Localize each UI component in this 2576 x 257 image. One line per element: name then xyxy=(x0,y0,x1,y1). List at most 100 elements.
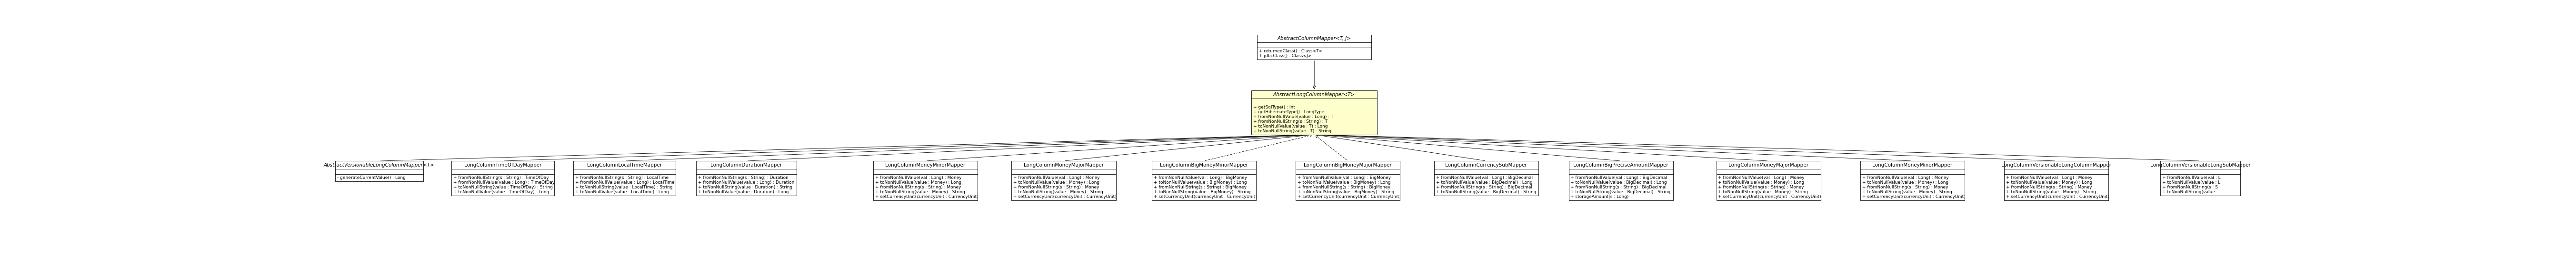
Text: + toNonNullString(value : Money) : String: + toNonNullString(value : Money) : Strin… xyxy=(2007,190,2097,194)
Text: + getSqlType() : int: + getSqlType() : int xyxy=(1255,105,1296,109)
Text: + fromNonNullString(s : String) : Money: + fromNonNullString(s : String) : Money xyxy=(876,185,961,189)
FancyBboxPatch shape xyxy=(1435,161,1538,195)
Text: + fromNonNullString(s : String) : TimeOfDay: + fromNonNullString(s : String) : TimeOf… xyxy=(453,176,549,180)
FancyBboxPatch shape xyxy=(1860,161,1965,200)
Text: LongColumnBigMoneyMinorMapper: LongColumnBigMoneyMinorMapper xyxy=(1159,163,1247,167)
Text: + fromNonNullValue(val : Long) : BigMoney: + fromNonNullValue(val : Long) : BigMone… xyxy=(1298,176,1391,180)
Text: + toNonNullValue(value : L: + toNonNullValue(value : L xyxy=(2161,180,2221,185)
Text: + fromNonNullValue(val : Long) : BigMoney: + fromNonNullValue(val : Long) : BigMone… xyxy=(1154,176,1247,180)
Text: + setCurrencyUnit(currencyUnit : CurrencyUnit): + setCurrencyUnit(currencyUnit : Currenc… xyxy=(1012,195,1115,199)
Text: AbstractVersionableLongColumnMapper<T>: AbstractVersionableLongColumnMapper<T> xyxy=(325,163,435,167)
Text: + toNonNullValue(value : TimeOfDay) : Long: + toNonNullValue(value : TimeOfDay) : Lo… xyxy=(453,190,549,194)
FancyBboxPatch shape xyxy=(2161,161,2241,195)
Text: LongColumnMoneyMinorMapper: LongColumnMoneyMinorMapper xyxy=(886,163,966,167)
Text: + fromNonNullValue(value : Long) : T: + fromNonNullValue(value : Long) : T xyxy=(1255,115,1334,119)
Text: LongColumnDurationMapper: LongColumnDurationMapper xyxy=(711,163,783,167)
Text: + toNonNullValue(value : Money) : Long: + toNonNullValue(value : Money) : Long xyxy=(876,180,961,185)
Text: + fromNonNullString(s : String) : Duration: + fromNonNullString(s : String) : Durati… xyxy=(698,176,788,180)
Text: + toNonNullString(value : T) : String: + toNonNullString(value : T) : String xyxy=(1255,129,1332,133)
Text: + toNonNullString(value : Duration) : String: + toNonNullString(value : Duration) : St… xyxy=(698,185,793,189)
FancyBboxPatch shape xyxy=(1296,161,1401,200)
Text: + jdbcClass() : Class<J>: + jdbcClass() : Class<J> xyxy=(1260,54,1311,58)
Text: + fromNonNullString(s : String) : BigMoney: + fromNonNullString(s : String) : BigMon… xyxy=(1298,185,1391,189)
Text: LongColumnVersionableLongSubMapper: LongColumnVersionableLongSubMapper xyxy=(2151,163,2251,167)
Text: + toNonNullValue(value : T) : Long: + toNonNullValue(value : T) : Long xyxy=(1255,124,1327,128)
Text: + fromNonNullValue(val : Long) : Money: + fromNonNullValue(val : Long) : Money xyxy=(876,176,961,180)
Text: LongColumnMoneyMajorMapper: LongColumnMoneyMajorMapper xyxy=(1728,163,1808,167)
Text: + fromNonNullString(s : String) : Money: + fromNonNullString(s : String) : Money xyxy=(2007,185,2092,189)
Text: + fromNonNullValue(val : Long) : BigDecimal: + fromNonNullValue(val : Long) : BigDeci… xyxy=(1571,176,1667,180)
Text: LongColumnMoneyMajorMapper: LongColumnMoneyMajorMapper xyxy=(1023,163,1103,167)
Text: + fromNonNullString(s : String) : LocalTime: + fromNonNullString(s : String) : LocalT… xyxy=(574,176,670,180)
Text: LongColumnBigPreciseAmountMapper: LongColumnBigPreciseAmountMapper xyxy=(1574,163,1669,167)
Text: + storageAmount(s : Long): + storageAmount(s : Long) xyxy=(1571,195,1628,199)
Text: + toNonNullValue(value : Money) : Long: + toNonNullValue(value : Money) : Long xyxy=(1718,180,1803,185)
Text: + fromNonNullString(s : S: + fromNonNullString(s : S xyxy=(2161,185,2218,189)
FancyBboxPatch shape xyxy=(335,161,422,181)
Text: + getHibernateType() : LongType: + getHibernateType() : LongType xyxy=(1255,110,1324,114)
Text: + toNonNullString(value : BigDecimal) : String: + toNonNullString(value : BigDecimal) : … xyxy=(1571,190,1672,194)
Text: + toNonNullString(value : Money) : String: + toNonNullString(value : Money) : Strin… xyxy=(876,190,966,194)
FancyBboxPatch shape xyxy=(1257,34,1370,59)
Text: + toNonNullValue(value : BigMoney) : Long: + toNonNullValue(value : BigMoney) : Lon… xyxy=(1298,180,1391,185)
FancyBboxPatch shape xyxy=(1716,161,1821,200)
Text: + toNonNullString(value : Money) : String: + toNonNullString(value : Money) : Strin… xyxy=(1012,190,1103,194)
Text: + toNonNullValue(value : BigDecimal) : Long: + toNonNullValue(value : BigDecimal) : L… xyxy=(1571,180,1667,185)
Text: + toNonNullValue(value : LocalTime) : Long: + toNonNullValue(value : LocalTime) : Lo… xyxy=(574,190,670,194)
FancyBboxPatch shape xyxy=(696,161,796,195)
Text: AbstractLongColumnMapper<T>: AbstractLongColumnMapper<T> xyxy=(1273,92,1355,97)
Text: + toNonNullString(value : BigDecimal) : String: + toNonNullString(value : BigDecimal) : … xyxy=(1435,190,1535,194)
FancyBboxPatch shape xyxy=(1151,161,1257,200)
Text: + fromNonNullValue(val : Long) : Money: + fromNonNullValue(val : Long) : Money xyxy=(1718,176,1806,180)
Text: + toNonNullString(value :: + toNonNullString(value : xyxy=(2161,190,2218,194)
Text: LongColumnBigMoneyMajorMapper: LongColumnBigMoneyMajorMapper xyxy=(1303,163,1391,167)
FancyBboxPatch shape xyxy=(574,161,675,195)
Text: + toNonNullValue(value : Duration) : Long: + toNonNullValue(value : Duration) : Lon… xyxy=(698,190,788,194)
Text: + toNonNullValue(value : BigDecimal) : Long: + toNonNullValue(value : BigDecimal) : L… xyxy=(1435,180,1533,185)
Text: + fromNonNullString(s : String) : T: + fromNonNullString(s : String) : T xyxy=(1255,120,1327,124)
FancyBboxPatch shape xyxy=(451,161,554,195)
Text: + fromNonNullString(s : String) : Money: + fromNonNullString(s : String) : Money xyxy=(1862,185,1947,189)
Text: + fromNonNullString(s : String) : BigMoney: + fromNonNullString(s : String) : BigMon… xyxy=(1154,185,1247,189)
Text: AbstractColumnMapper<T, J>: AbstractColumnMapper<T, J> xyxy=(1278,36,1352,41)
Text: + toNonNullString(value : LocalTime) : String: + toNonNullString(value : LocalTime) : S… xyxy=(574,185,672,189)
Text: + setCurrencyUnit(currencyUnit : CurrencyUnit): + setCurrencyUnit(currencyUnit : Currenc… xyxy=(2007,195,2110,199)
Text: + fromNonNullValue(val : Long) : Money: + fromNonNullValue(val : Long) : Money xyxy=(1012,176,1100,180)
Text: + fromNonNullString(s : String) : Money: + fromNonNullString(s : String) : Money xyxy=(1012,185,1100,189)
Text: + fromNonNullValue(value : Long) : Duration: + fromNonNullValue(value : Long) : Durat… xyxy=(698,180,793,185)
Text: LongColumnMoneyMinorMapper: LongColumnMoneyMinorMapper xyxy=(1873,163,1953,167)
FancyBboxPatch shape xyxy=(1012,161,1115,200)
Text: LongColumnVersionableLongColumnMapper: LongColumnVersionableLongColumnMapper xyxy=(2002,163,2112,167)
Text: + toNonNullValue(value : Money) : Long: + toNonNullValue(value : Money) : Long xyxy=(1012,180,1100,185)
Text: + toNonNullValue(value : BigMoney) : Long: + toNonNullValue(value : BigMoney) : Lon… xyxy=(1154,180,1247,185)
Text: LongColumnLocalTimeMapper: LongColumnLocalTimeMapper xyxy=(587,163,662,167)
FancyBboxPatch shape xyxy=(2004,161,2110,200)
Text: LongColumnCurrencySubMapper: LongColumnCurrencySubMapper xyxy=(1445,163,1528,167)
Text: + setCurrencyUnit(currencyUnit : CurrencyUnit): + setCurrencyUnit(currencyUnit : Currenc… xyxy=(1718,195,1821,199)
Text: + fromNonNullString(s : String) : BigDecimal: + fromNonNullString(s : String) : BigDec… xyxy=(1435,185,1533,189)
Text: LongColumnTimeOfDayMapper: LongColumnTimeOfDayMapper xyxy=(464,163,541,167)
Text: + setCurrencyUnit(currencyUnit : CurrencyUnit): + setCurrencyUnit(currencyUnit : Currenc… xyxy=(1298,195,1401,199)
Text: + fromNonNullValue(val : Long) : Money: + fromNonNullValue(val : Long) : Money xyxy=(2007,176,2092,180)
Text: + fromNonNullString(s : String) : BigDecimal: + fromNonNullString(s : String) : BigDec… xyxy=(1571,185,1667,189)
Text: + toNonNullValue(value : Money) : Long: + toNonNullValue(value : Money) : Long xyxy=(1862,180,1947,185)
Text: + toNonNullValue(value : Money) : Long: + toNonNullValue(value : Money) : Long xyxy=(2007,180,2092,185)
Text: + toNonNullString(value : TimeOfDay) : String: + toNonNullString(value : TimeOfDay) : S… xyxy=(453,185,554,189)
Text: + toNonNullString(value : BigMoney) : String: + toNonNullString(value : BigMoney) : St… xyxy=(1298,190,1394,194)
Text: - generateCurrentValue() : Long: - generateCurrentValue() : Long xyxy=(337,176,404,180)
FancyBboxPatch shape xyxy=(1569,161,1674,200)
Text: + setCurrencyUnit(currencyUnit : CurrencyUnit): + setCurrencyUnit(currencyUnit : Currenc… xyxy=(876,195,979,199)
Text: + toNonNullString(value : Money) : String: + toNonNullString(value : Money) : Strin… xyxy=(1718,190,1808,194)
Text: + setCurrencyUnit(currencyUnit : CurrencyUnit): + setCurrencyUnit(currencyUnit : Currenc… xyxy=(1862,195,1965,199)
Text: + toNonNullString(value : Money) : String: + toNonNullString(value : Money) : Strin… xyxy=(1862,190,1953,194)
FancyBboxPatch shape xyxy=(873,161,976,200)
Text: + setCurrencyUnit(currencyUnit : CurrencyUnit): + setCurrencyUnit(currencyUnit : Currenc… xyxy=(1154,195,1257,199)
Text: + fromNonNullString(s : String) : Money: + fromNonNullString(s : String) : Money xyxy=(1718,185,1803,189)
Text: + fromNonNullValue(value : Long) : LocalTime: + fromNonNullValue(value : Long) : Local… xyxy=(574,180,675,185)
Text: + fromNonNullValue(value : Long) : TimeOfDay: + fromNonNullValue(value : Long) : TimeO… xyxy=(453,180,554,185)
Text: + returnedClass() : Class<T>: + returnedClass() : Class<T> xyxy=(1260,49,1321,53)
Text: + toNonNullString(value : BigMoney) : String: + toNonNullString(value : BigMoney) : St… xyxy=(1154,190,1249,194)
Text: + fromNonNullValue(val : L: + fromNonNullValue(val : L xyxy=(2161,176,2221,180)
Text: + fromNonNullValue(val : Long) : Money: + fromNonNullValue(val : Long) : Money xyxy=(1862,176,1947,180)
FancyBboxPatch shape xyxy=(1252,90,1378,135)
